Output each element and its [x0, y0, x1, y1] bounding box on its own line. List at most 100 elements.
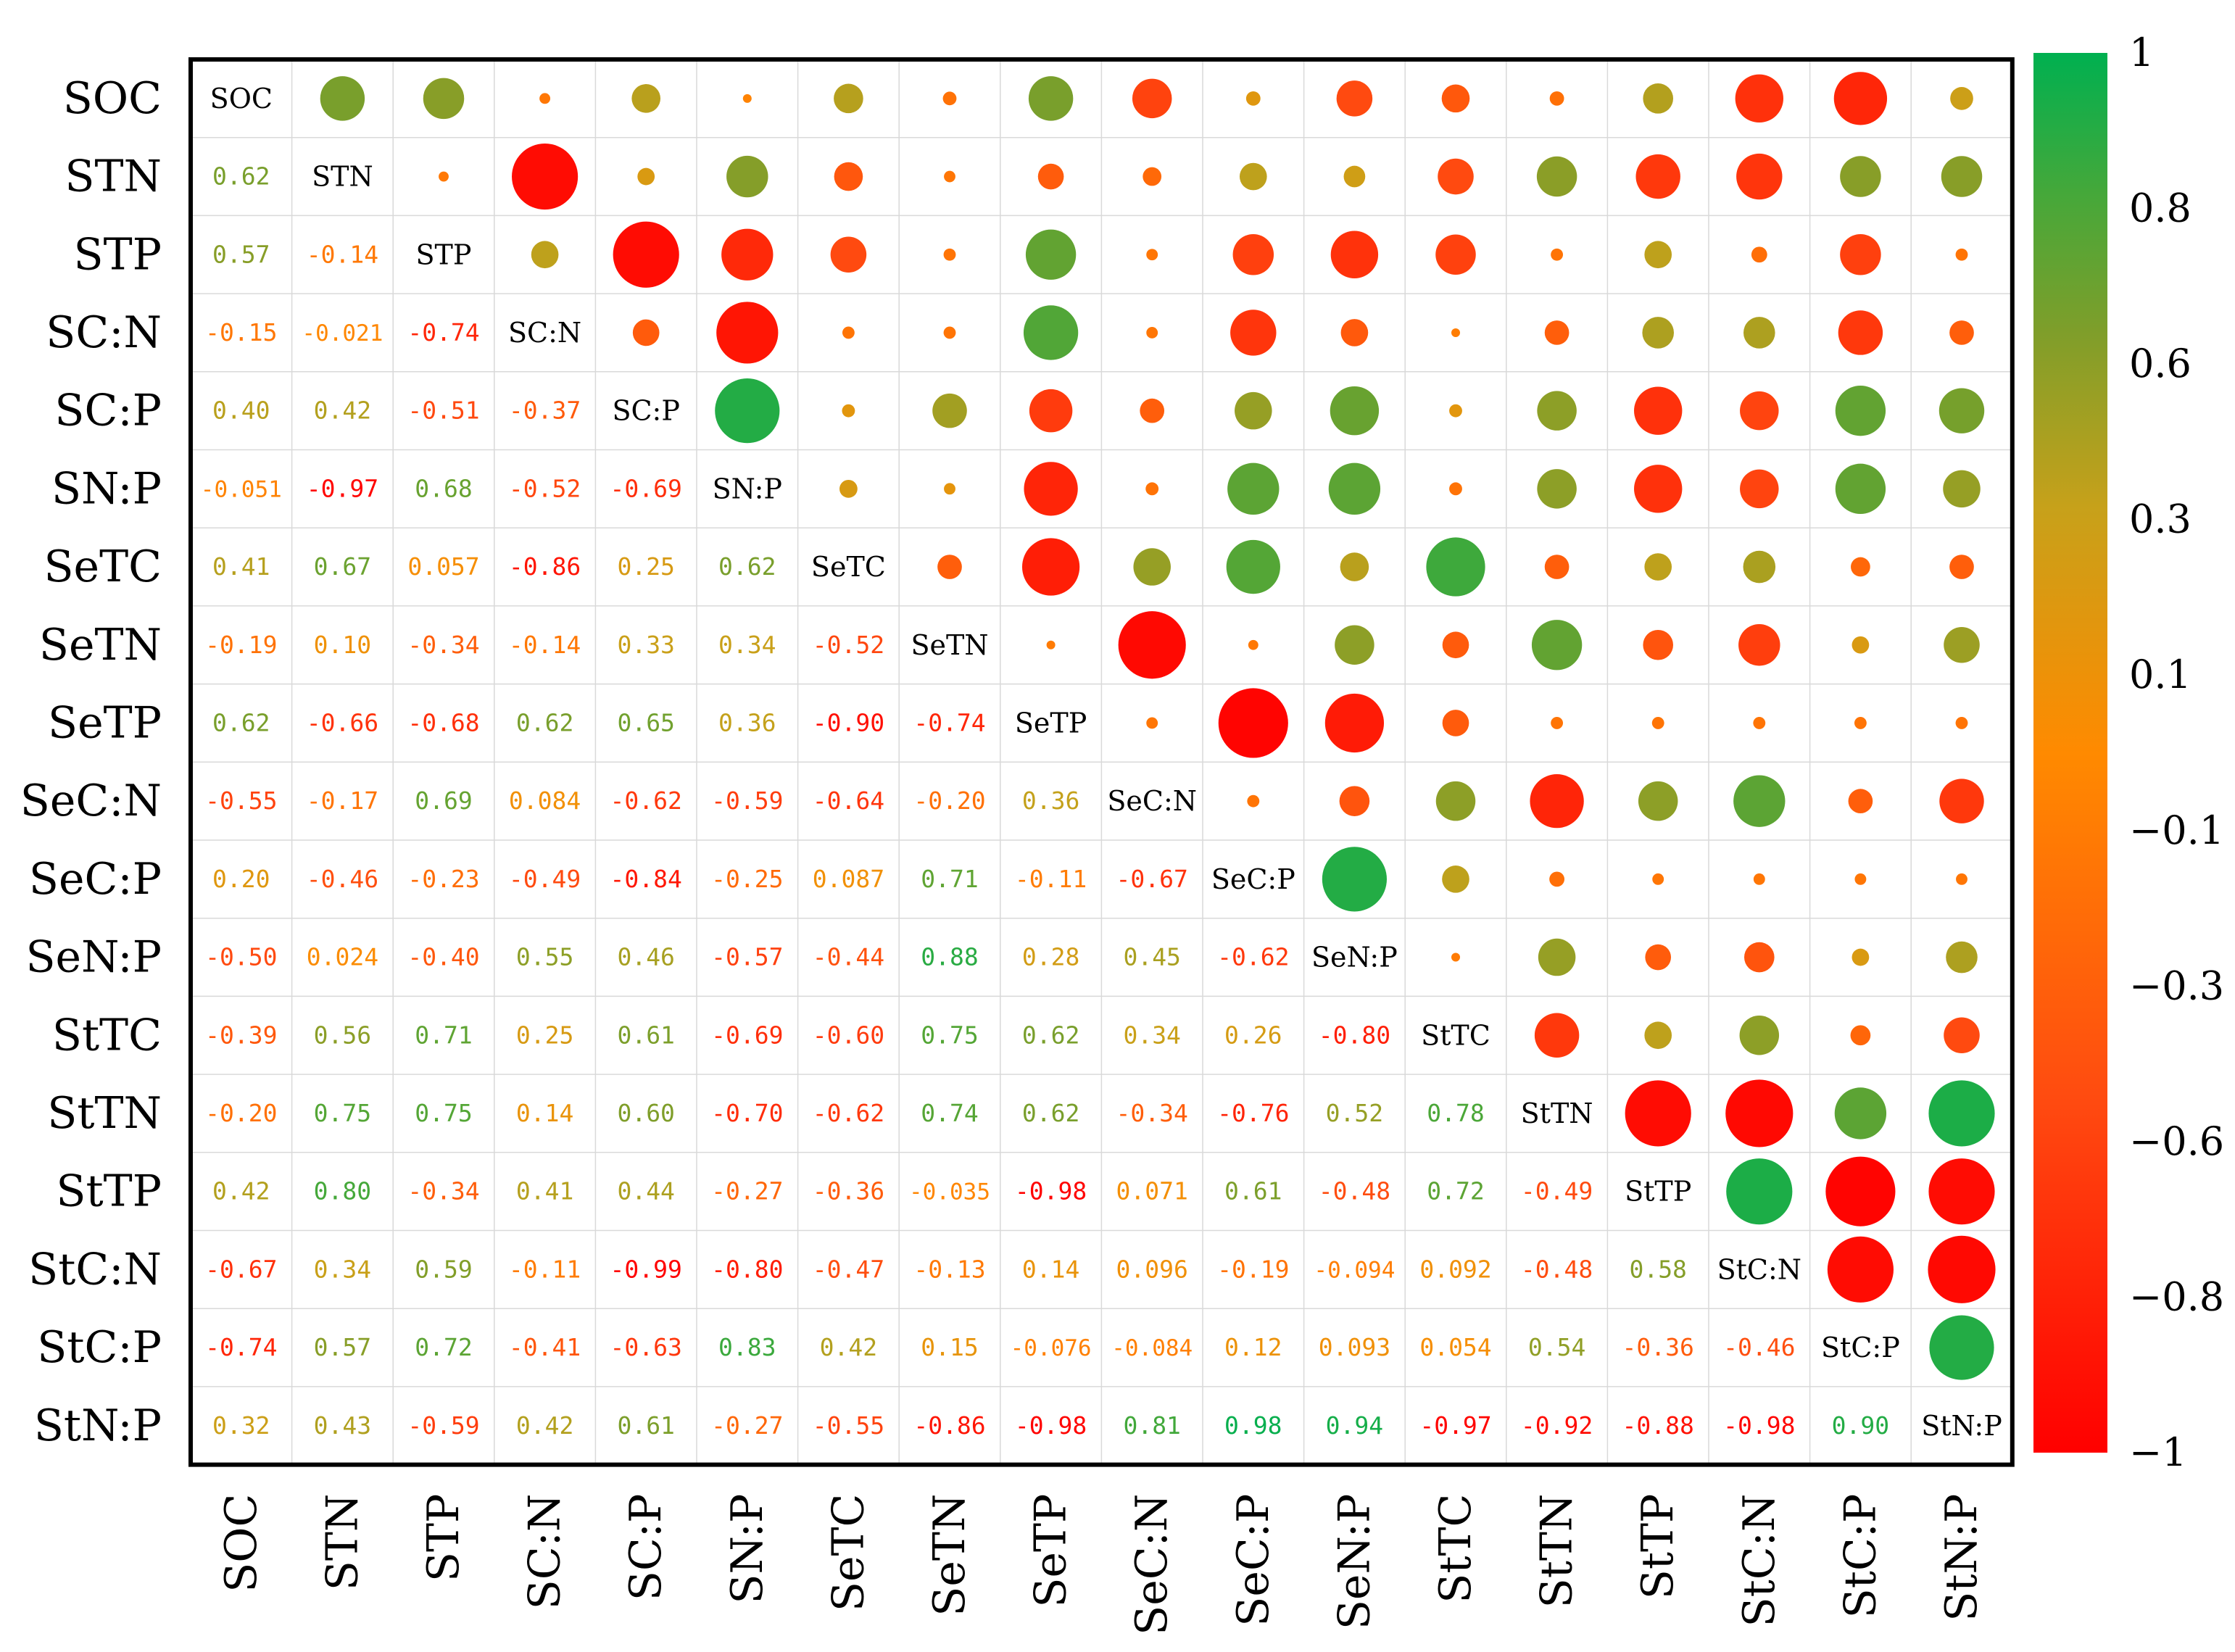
correlation-circle [1534, 1013, 1580, 1058]
correlation-circle [1029, 389, 1073, 433]
correlation-circle [1739, 1016, 1780, 1055]
column-label: STN [317, 1494, 368, 1591]
correlation-value: -0.47 [813, 1255, 884, 1283]
correlation-circle [1335, 625, 1374, 665]
correlation-circle [1644, 241, 1672, 269]
correlation-value: 0.33 [617, 631, 674, 659]
correlation-circle [423, 78, 465, 120]
correlation-circle [1634, 386, 1683, 435]
row-label: STP [74, 229, 162, 280]
correlation-circle [1854, 873, 1867, 885]
diagonal-label: SeTN [911, 629, 988, 661]
correlation-circle [1928, 1158, 1995, 1225]
correlation-circle [1324, 693, 1385, 753]
correlation-value: 0.56 [314, 1021, 371, 1049]
correlation-value: 0.61 [617, 1021, 674, 1049]
correlation-value: -0.076 [1011, 1335, 1092, 1361]
correlation-value: 0.087 [813, 865, 884, 893]
correlation-value: -0.69 [711, 1021, 783, 1049]
correlation-value: -0.92 [1521, 1411, 1593, 1440]
correlation-circle [1625, 1080, 1691, 1147]
correlation-value: 0.75 [921, 1021, 978, 1049]
diagonal-label: StN:P [1921, 1410, 2002, 1442]
row-label: STN [65, 151, 162, 202]
row-label: SOC [63, 73, 162, 124]
correlation-circle [1339, 786, 1370, 816]
row-label: SeN:P [25, 932, 162, 983]
correlation-value: 0.42 [212, 1177, 270, 1205]
correlation-circle [1143, 167, 1162, 186]
diagonal-label: StC:P [1821, 1332, 1900, 1363]
diagonal-label: StTN [1521, 1097, 1593, 1129]
correlation-value: -0.39 [205, 1021, 277, 1049]
correlation-circle [1825, 1156, 1896, 1226]
diagonal-label: SC:N [508, 317, 581, 349]
correlation-value: -0.55 [205, 786, 277, 815]
correlation-circle [1938, 388, 1985, 433]
diagonal-label: StC:N [1717, 1253, 1801, 1285]
correlation-circle [1840, 234, 1881, 275]
correlation-circle [613, 221, 679, 288]
column-label: SeC:N [1127, 1494, 1177, 1635]
correlation-value: 0.10 [314, 631, 371, 659]
correlation-circle [1854, 717, 1867, 729]
correlation-circle [721, 228, 774, 281]
correlation-value: 0.45 [1123, 943, 1180, 971]
diagonal-label: STP [416, 238, 472, 270]
correlation-circle [1944, 626, 1980, 663]
correlation-circle [1638, 781, 1678, 821]
correlation-circle [943, 326, 956, 339]
correlation-value: 0.42 [516, 1411, 573, 1440]
colorbar-tick-label: 0.3 [2129, 497, 2192, 542]
colorbar-tick-label: −0.1 [2129, 808, 2224, 853]
column-label: StC:N [1734, 1494, 1785, 1627]
correlation-circle [1740, 469, 1779, 509]
correlation-value: 0.42 [314, 397, 371, 425]
correlation-circle [1021, 538, 1080, 596]
correlation-value: -0.20 [913, 786, 985, 815]
correlation-value: 0.42 [820, 1333, 877, 1361]
correlation-circle [631, 84, 661, 113]
colorbar-tick-label: 0.6 [2129, 341, 2192, 386]
correlation-value: 0.62 [1022, 1021, 1079, 1049]
correlation-value: 0.58 [1629, 1255, 1686, 1283]
row-label: StC:N [28, 1244, 162, 1295]
correlation-value: 0.65 [617, 708, 674, 736]
correlation-circle [1322, 847, 1387, 912]
correlation-circle [1343, 165, 1366, 188]
correlation-value: 0.68 [415, 474, 472, 502]
correlation-circle [1435, 781, 1476, 821]
correlation-value: -0.52 [509, 474, 581, 502]
correlation-value: 0.62 [212, 708, 270, 736]
correlation-circle [1852, 636, 1870, 654]
correlation-value: -0.13 [913, 1255, 985, 1283]
colorbar-rect [2033, 53, 2107, 1453]
correlation-circle [1929, 1315, 1994, 1380]
correlation-circle [1652, 873, 1664, 885]
correlation-value: 0.72 [1427, 1177, 1484, 1205]
row-label: SC:N [46, 307, 162, 358]
correlation-value: 0.83 [718, 1333, 776, 1361]
correlation-value: 0.14 [1022, 1255, 1079, 1283]
column-label: SeTP [1026, 1494, 1077, 1608]
colorbar-tick-label: −0.8 [2129, 1274, 2224, 1319]
correlation-circle [1442, 631, 1469, 659]
column-label: SeTC [823, 1494, 874, 1612]
correlation-circle [830, 236, 867, 273]
correlation-value: -0.46 [1723, 1333, 1795, 1361]
correlation-value: -0.48 [1521, 1255, 1593, 1283]
correlation-circle [1248, 639, 1259, 650]
correlation-value: 0.20 [212, 865, 270, 893]
correlation-value: 0.34 [718, 631, 776, 659]
correlation-circle [539, 93, 551, 104]
correlation-circle [1955, 248, 1968, 261]
diagonal-label: SOC [210, 83, 273, 115]
correlation-circle [726, 155, 768, 198]
correlation-value: 0.81 [1123, 1411, 1180, 1440]
correlation-value: -0.19 [205, 631, 277, 659]
correlation-circle [1635, 154, 1680, 199]
correlation-value: 0.15 [921, 1333, 978, 1361]
correlation-circle [1735, 74, 1783, 123]
correlation-value: -0.27 [711, 1411, 783, 1440]
